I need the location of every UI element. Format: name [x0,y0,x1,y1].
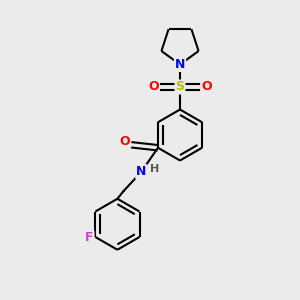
Text: N: N [136,165,147,178]
Text: O: O [201,80,212,94]
Text: S: S [176,80,184,94]
Text: F: F [85,231,94,244]
Text: O: O [120,135,130,148]
Text: H: H [150,164,160,174]
Text: N: N [175,58,185,71]
Text: O: O [148,80,159,94]
